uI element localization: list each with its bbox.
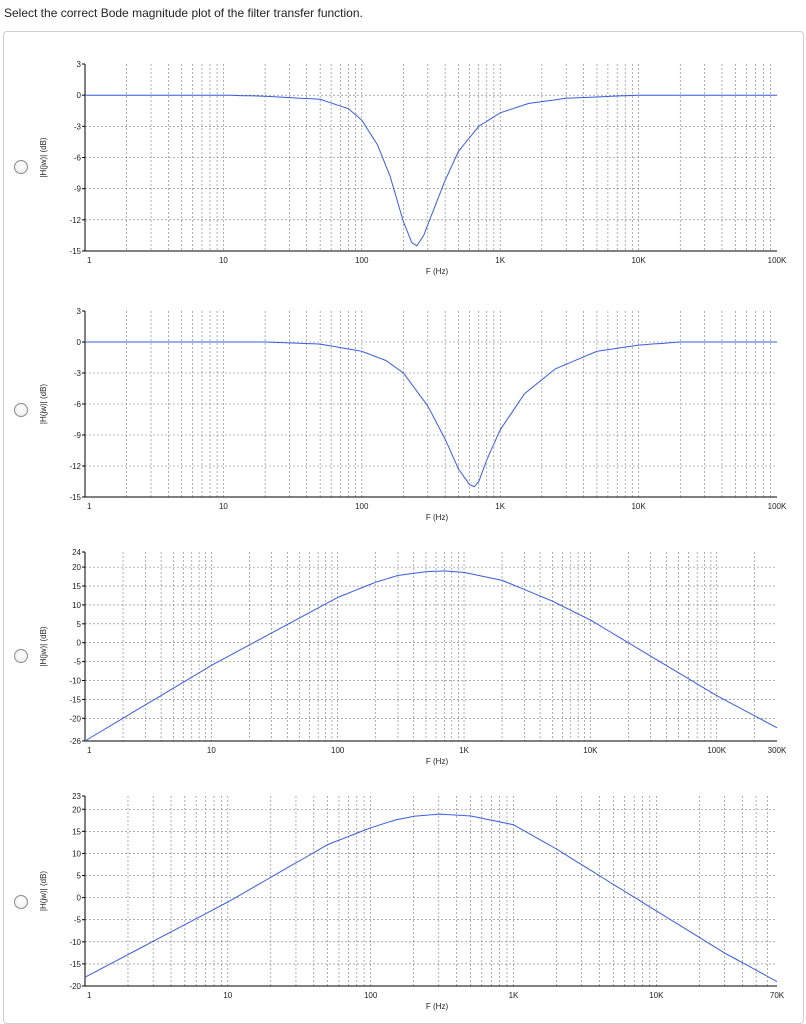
- x-tick-label: 10: [219, 256, 228, 265]
- option-4-radio[interactable]: [14, 895, 28, 909]
- y-tick-label: 0: [77, 639, 82, 648]
- y-tick-label: -26: [69, 737, 81, 746]
- y-axis-title: |H(jw)| (dB): [39, 384, 48, 424]
- x-tick-label: 1K: [495, 256, 505, 265]
- y-tick-label: -6: [74, 154, 82, 163]
- y-tick-label: -15: [69, 960, 81, 969]
- y-tick-label: 0: [77, 338, 82, 347]
- y-tick-label: -15: [69, 493, 81, 502]
- x-tick-label: 100K: [768, 502, 787, 511]
- x-tick-label: 1: [87, 991, 92, 1000]
- x-tick-label: 10K: [631, 256, 646, 265]
- x-tick-label: 300K: [768, 746, 787, 755]
- y-tick-label: 20: [72, 563, 81, 572]
- y-tick-label: 20: [72, 805, 81, 814]
- x-tick-label: 10: [207, 746, 216, 755]
- y-tick-label: -12: [69, 216, 81, 225]
- y-tick-label: 10: [72, 849, 81, 858]
- x-tick-label: 1: [87, 256, 92, 265]
- x-tick-label: 1: [87, 746, 92, 755]
- y-tick-label: 15: [72, 827, 81, 836]
- x-axis-title: F (Hz): [426, 267, 449, 276]
- x-tick-label: 100K: [768, 256, 787, 265]
- y-axis-title: |H(jw)| (dB): [39, 871, 48, 911]
- x-tick-label: 1K: [509, 991, 519, 1000]
- y-tick-label: -10: [69, 938, 81, 947]
- x-axis-title: F (Hz): [426, 757, 449, 766]
- x-tick-label: 1K: [459, 746, 469, 755]
- magnitude-curve: [85, 94, 777, 247]
- x-tick-label: 10: [219, 502, 228, 511]
- y-tick-label: 5: [77, 872, 82, 881]
- y-tick-label: -20: [69, 982, 81, 991]
- y-tick-label: 24: [72, 548, 81, 557]
- x-tick-label: 10K: [649, 991, 664, 1000]
- y-axis-title: |H(jw)| (dB): [39, 626, 48, 666]
- option-2-radio[interactable]: [14, 403, 28, 417]
- y-tick-label: -10: [69, 677, 81, 686]
- y-tick-label: 23: [72, 792, 81, 801]
- y-tick-label: -12: [69, 462, 81, 471]
- y-tick-label: -15: [69, 695, 81, 704]
- y-tick-label: -5: [74, 916, 82, 925]
- magnitude-curve: [84, 570, 778, 742]
- y-tick-label: 0: [77, 91, 82, 100]
- x-tick-label: 10: [223, 991, 232, 1000]
- x-tick-label: 100: [355, 256, 369, 265]
- y-tick-label: 0: [77, 894, 82, 903]
- x-axis-title: F (Hz): [426, 513, 449, 522]
- y-axis-title: |H(jw)| (dB): [39, 137, 48, 177]
- y-tick-label: -5: [74, 658, 82, 667]
- y-tick-label: -6: [74, 400, 82, 409]
- magnitude-curve: [85, 341, 777, 488]
- x-tick-label: 10K: [631, 502, 646, 511]
- x-axis-title: F (Hz): [426, 1002, 449, 1011]
- x-tick-label: 100: [355, 502, 369, 511]
- x-tick-label: 1K: [495, 502, 505, 511]
- x-tick-label: 100: [364, 991, 378, 1000]
- y-tick-label: 3: [77, 60, 82, 69]
- x-tick-label: 70K: [770, 991, 785, 1000]
- y-tick-label: -9: [74, 431, 82, 440]
- y-tick-label: -3: [74, 122, 82, 131]
- options-panel: [3, 31, 804, 1024]
- x-tick-label: 10K: [583, 746, 598, 755]
- option-3-radio[interactable]: [14, 649, 28, 663]
- y-tick-label: -15: [69, 247, 81, 256]
- y-tick-label: -3: [74, 369, 82, 378]
- question-text: Select the correct Bode magnitude plot o…: [4, 6, 363, 20]
- x-tick-label: 100: [331, 746, 345, 755]
- option-1-radio[interactable]: [14, 160, 28, 174]
- y-tick-label: -20: [69, 714, 81, 723]
- y-tick-label: -9: [74, 185, 82, 194]
- y-tick-label: 5: [77, 620, 82, 629]
- x-tick-label: 1: [87, 502, 92, 511]
- magnitude-curve: [84, 813, 778, 983]
- y-tick-label: 10: [72, 601, 81, 610]
- x-tick-label: 100K: [707, 746, 726, 755]
- y-tick-label: 15: [72, 582, 81, 591]
- y-tick-label: 3: [77, 307, 82, 316]
